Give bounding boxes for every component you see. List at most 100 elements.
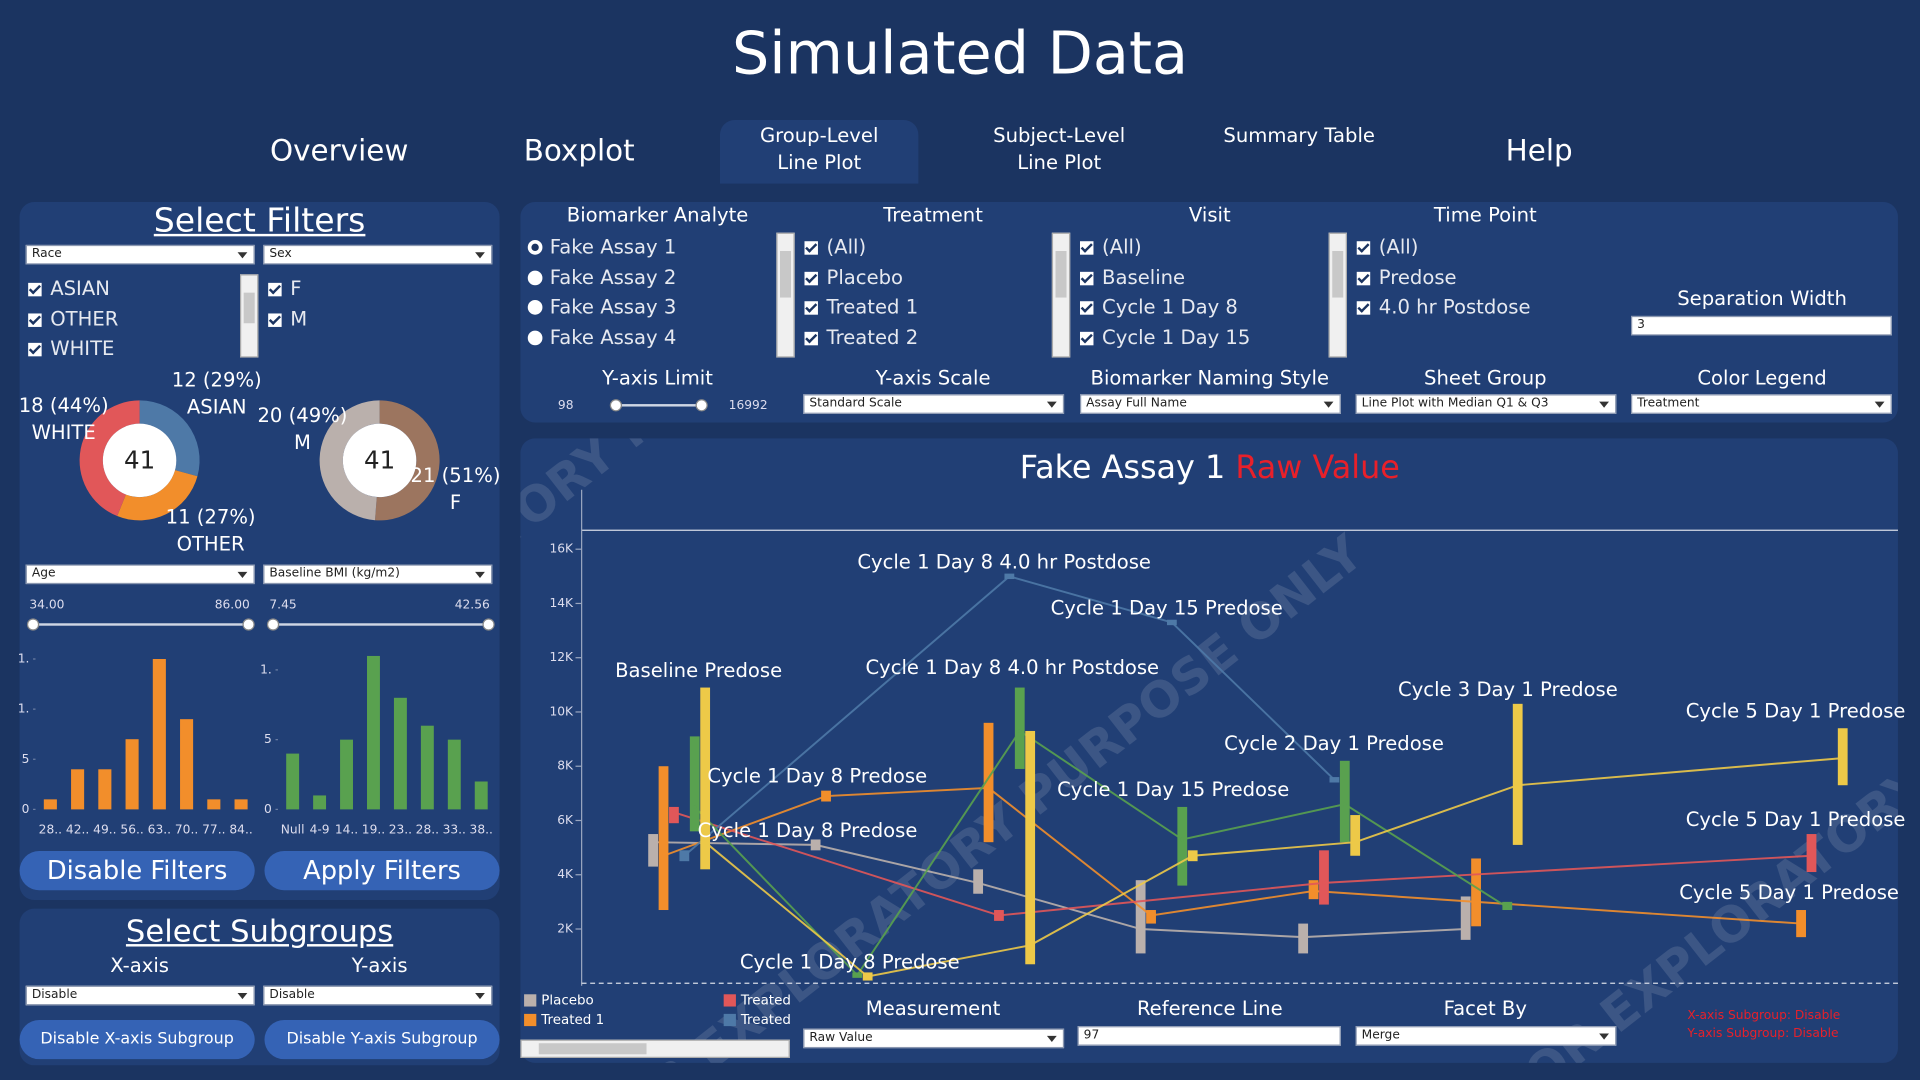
checkbox[interactable] — [1080, 271, 1094, 285]
time-point-option[interactable]: 4.0 hr Postdose — [1356, 295, 1531, 319]
checkbox[interactable] — [268, 282, 282, 297]
checkbox[interactable] — [1356, 301, 1371, 315]
scrollbar[interactable] — [520, 1039, 790, 1058]
checkbox[interactable] — [1080, 301, 1094, 315]
slider-handle[interactable] — [26, 618, 40, 631]
scrollbar[interactable] — [240, 274, 259, 358]
visit-option[interactable]: Cycle 1 Day 15 — [1080, 325, 1250, 349]
slider-handle[interactable] — [609, 399, 623, 412]
time-point-option[interactable]: (All) — [1356, 235, 1418, 259]
option-label: Treated 2 — [826, 325, 919, 349]
race-option[interactable]: ASIAN — [28, 277, 110, 301]
option-label: Predose — [1378, 265, 1457, 289]
scrollbar[interactable] — [1328, 232, 1347, 358]
option-label: Treated 1 — [826, 295, 919, 319]
control-label: Facet By — [1443, 996, 1527, 1020]
time-point-option[interactable]: Predose — [1356, 265, 1457, 289]
tab[interactable]: Overview — [270, 133, 409, 168]
y-subgroup-dropdown[interactable]: Disable — [263, 985, 493, 1006]
slider-handle[interactable] — [482, 618, 495, 631]
visit-option[interactable]: Cycle 1 Day 8 — [1080, 295, 1238, 319]
page-title: Simulated Data — [731, 19, 1189, 88]
range-min: 7.45 — [269, 598, 297, 613]
control-label: Biomarker Naming Style — [1090, 365, 1330, 389]
button[interactable]: Disable Y-axis Subgroup — [264, 1020, 500, 1060]
scroll-thumb[interactable] — [780, 251, 792, 298]
scrollbar[interactable] — [1051, 232, 1071, 358]
tab[interactable]: Subject-Level Line Plot — [993, 123, 1126, 174]
visit-option[interactable]: Baseline — [1080, 265, 1185, 289]
checkbox[interactable] — [804, 241, 818, 255]
radio[interactable] — [527, 300, 543, 315]
visit-option[interactable]: (All) — [1080, 235, 1142, 259]
color-legend-dropdown[interactable]: Treatment — [1631, 394, 1892, 414]
button[interactable]: Disable Filters — [19, 851, 255, 891]
age-dropdown[interactable]: Age — [25, 564, 255, 585]
range-max: 86.00 — [214, 598, 250, 613]
y-scale-dropdown[interactable]: Standard Scale — [803, 394, 1065, 414]
y-axis-label: Y-axis — [351, 953, 408, 977]
facet-dropdown[interactable]: Merge — [1355, 1026, 1617, 1046]
race-option[interactable]: OTHER — [28, 307, 118, 331]
biomarker-option[interactable]: Fake Assay 3 — [527, 295, 676, 319]
checkbox[interactable] — [1080, 241, 1094, 255]
treatment-option[interactable]: (All) — [804, 235, 866, 259]
checkbox[interactable] — [1356, 241, 1371, 255]
reference-line-input[interactable]: 97 — [1077, 1026, 1341, 1046]
checkbox[interactable] — [804, 331, 818, 345]
separation-width-input[interactable]: 3 — [1631, 315, 1892, 336]
treatment-option[interactable]: Placebo — [804, 265, 903, 289]
slider-handle[interactable] — [695, 399, 708, 412]
checkbox[interactable] — [804, 271, 818, 285]
measurement-dropdown[interactable]: Raw Value — [803, 1028, 1065, 1049]
checkbox[interactable] — [268, 312, 282, 327]
biomarker-option[interactable]: Fake Assay 1 — [527, 235, 676, 259]
checkbox[interactable] — [1356, 271, 1371, 285]
tab[interactable]: Group-Level Line Plot — [759, 123, 879, 174]
tab[interactable]: Boxplot — [523, 133, 635, 168]
checkbox[interactable] — [804, 301, 818, 315]
button[interactable]: Disable X-axis Subgroup — [19, 1020, 255, 1060]
checkbox[interactable] — [1080, 331, 1094, 345]
radio[interactable] — [527, 270, 543, 285]
checkbox[interactable] — [28, 342, 42, 357]
treatment-option[interactable]: Treated 2 — [804, 325, 918, 349]
sheet-group-dropdown[interactable]: Line Plot with Median Q1 & Q3 — [1355, 394, 1617, 414]
button[interactable]: Apply Filters — [264, 851, 500, 891]
sex-dropdown[interactable]: Sex — [263, 244, 493, 265]
sex-option[interactable]: M — [268, 307, 307, 331]
radio[interactable] — [527, 240, 543, 255]
radio[interactable] — [527, 330, 543, 345]
subgroup-note: X-axis Subgroup: Disable — [1687, 1008, 1841, 1023]
scrollbar[interactable] — [776, 232, 795, 358]
range-min: 34.00 — [29, 598, 65, 613]
race-option[interactable]: WHITE — [28, 337, 114, 361]
scroll-thumb[interactable] — [243, 292, 255, 324]
race-dropdown[interactable]: Race — [25, 244, 255, 265]
slider-track — [271, 623, 488, 626]
x-subgroup-dropdown[interactable]: Disable — [25, 985, 255, 1006]
control-label: Time Point — [1433, 202, 1537, 227]
scroll-thumb[interactable] — [1055, 251, 1067, 298]
biomarker-option[interactable]: Fake Assay 4 — [527, 325, 676, 349]
treatment-option[interactable]: Treated 1 — [804, 295, 918, 319]
scroll-thumb[interactable] — [1332, 251, 1344, 298]
checkbox[interactable] — [28, 282, 42, 297]
slider-handle[interactable] — [242, 618, 255, 631]
scroll-thumb[interactable] — [538, 1043, 647, 1055]
control-label: Y-axis Scale — [875, 365, 991, 389]
range-max: 42.56 — [454, 598, 490, 613]
range-min: 98 — [557, 398, 574, 413]
slider-handle[interactable] — [266, 618, 280, 631]
checkbox[interactable] — [28, 312, 42, 327]
biomarker-option[interactable]: Fake Assay 2 — [527, 265, 676, 289]
naming-style-dropdown[interactable]: Assay Full Name — [1080, 394, 1341, 414]
active-tab — [720, 120, 919, 184]
option-label: WHITE — [50, 336, 115, 360]
tab[interactable]: Summary Table — [1223, 123, 1375, 147]
slider-track — [31, 623, 248, 626]
bmi-dropdown[interactable]: Baseline BMI (kg/m2) — [263, 564, 493, 585]
sex-option[interactable]: F — [268, 277, 301, 301]
tab[interactable]: Help — [1505, 133, 1573, 168]
range-max: 16992 — [728, 398, 768, 413]
